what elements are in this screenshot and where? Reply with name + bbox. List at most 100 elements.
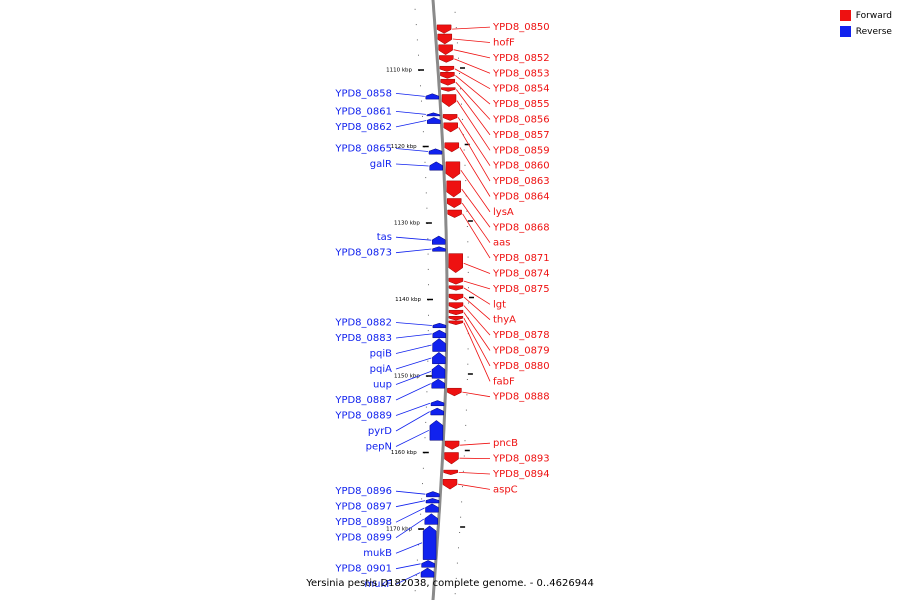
forward-gene-label[interactable]: YPD8_0863 (492, 176, 550, 187)
forward-gene-glyph[interactable] (448, 316, 464, 321)
reverse-gene-label[interactable]: YPD8_0858 (334, 88, 392, 99)
reverse-gene-label[interactable]: pqiB (370, 349, 392, 360)
reverse-gene-label[interactable]: YPD8_0887 (334, 395, 392, 406)
forward-gene-glyph[interactable] (446, 198, 462, 208)
forward-gene-glyph[interactable] (441, 94, 457, 108)
reverse-gene-glyph[interactable] (427, 117, 441, 124)
reverse-gene-glyph[interactable] (426, 491, 440, 498)
forward-gene-glyph[interactable] (448, 320, 464, 325)
reverse-gene-glyph[interactable] (425, 498, 440, 504)
reverse-gene-glyph[interactable] (432, 351, 446, 365)
reverse-gene-glyph[interactable] (432, 246, 446, 252)
forward-gene-label[interactable]: YPD8_0857 (492, 130, 550, 141)
forward-gene-label[interactable]: hofF (493, 38, 515, 49)
reverse-gene-glyph[interactable] (431, 364, 446, 379)
forward-gene-label[interactable]: pncB (493, 438, 518, 449)
forward-gene-glyph[interactable] (448, 293, 464, 301)
reverse-gene-label[interactable]: YPD8_0896 (334, 486, 392, 497)
reverse-gene-label[interactable]: mukB (363, 548, 392, 559)
reverse-gene-label[interactable]: tas (377, 232, 392, 243)
forward-gene-label[interactable]: YPD8_0860 (492, 161, 550, 172)
reverse-gene-label[interactable]: YPD8_0865 (334, 144, 392, 155)
reverse-gene-label[interactable]: YPD8_0861 (334, 106, 392, 117)
forward-gene-label[interactable]: YPD8_0868 (492, 222, 550, 233)
reverse-gene-glyph[interactable] (425, 503, 439, 513)
reverse-gene-label[interactable]: YPD8_0882 (334, 318, 392, 329)
reverse-gene-label[interactable]: uup (373, 380, 392, 391)
forward-gene-label[interactable]: lysA (493, 207, 514, 218)
forward-gene-glyph[interactable] (448, 253, 463, 274)
forward-gene-label[interactable]: YPD8_0850 (492, 22, 550, 33)
reverse-gene-glyph[interactable] (432, 322, 447, 329)
forward-gene-label[interactable]: YPD8_0853 (492, 68, 550, 79)
forward-gene-glyph[interactable] (436, 24, 452, 34)
reverse-gene-glyph[interactable] (426, 112, 441, 117)
reverse-gene-glyph[interactable] (428, 148, 443, 155)
forward-gene-glyph[interactable] (447, 387, 462, 397)
forward-gene-glyph[interactable] (446, 180, 461, 198)
forward-gene-label[interactable]: aspC (493, 484, 518, 495)
reverse-gene-label[interactable]: pyrD (368, 426, 392, 437)
forward-gene-glyph[interactable] (442, 479, 458, 490)
forward-gene-glyph[interactable] (448, 277, 464, 285)
forward-gene-label[interactable]: YPD8_0856 (492, 115, 550, 126)
forward-gene-label[interactable]: fabF (493, 376, 515, 387)
forward-gene-label[interactable]: YPD8_0875 (492, 284, 550, 295)
reverse-gene-glyph[interactable] (422, 525, 437, 560)
reverse-gene-glyph[interactable] (421, 560, 435, 568)
reverse-gene-glyph[interactable] (425, 93, 440, 100)
reverse-gene-label[interactable]: pepN (366, 442, 392, 453)
forward-gene-glyph[interactable] (444, 452, 459, 465)
reverse-gene-label[interactable]: YPD8_0899 (334, 533, 392, 544)
reverse-gene-glyph[interactable] (424, 513, 439, 525)
reverse-gene-glyph[interactable] (420, 567, 435, 578)
forward-gene-label[interactable]: aas (493, 238, 510, 249)
forward-gene-label[interactable]: YPD8_0859 (492, 145, 550, 156)
reverse-gene-label[interactable]: YPD8_0873 (334, 248, 392, 259)
reverse-gene-glyph[interactable] (429, 161, 443, 171)
forward-gene-label[interactable]: YPD8_0864 (492, 192, 550, 203)
reverse-gene-label[interactable]: YPD8_0883 (334, 333, 392, 344)
forward-gene-label[interactable]: YPD8_0854 (492, 84, 550, 95)
reverse-gene-label[interactable]: pqiA (370, 364, 392, 375)
reverse-gene-glyph[interactable] (430, 407, 444, 416)
forward-gene-glyph[interactable] (447, 209, 462, 218)
reverse-gene-label[interactable]: YPD8_0862 (334, 122, 392, 133)
reverse-gene-glyph[interactable] (431, 378, 445, 389)
reverse-gene-label[interactable]: mukF (364, 579, 392, 590)
forward-gene-glyph[interactable] (445, 161, 461, 179)
reverse-gene-glyph[interactable] (429, 420, 444, 441)
forward-gene-label[interactable]: lgt (493, 299, 506, 310)
forward-gene-label[interactable]: thyA (493, 315, 516, 326)
reverse-gene-glyph[interactable] (432, 338, 446, 352)
forward-gene-glyph[interactable] (448, 309, 464, 316)
forward-gene-label[interactable]: YPD8_0894 (492, 469, 550, 480)
reverse-gene-glyph[interactable] (432, 235, 446, 245)
forward-gene-label[interactable]: YPD8_0880 (492, 361, 550, 372)
forward-gene-glyph[interactable] (441, 87, 456, 92)
forward-gene-glyph[interactable] (440, 72, 455, 79)
forward-gene-glyph[interactable] (444, 440, 460, 450)
reverse-gene-label[interactable]: YPD8_0897 (334, 502, 392, 513)
reverse-gene-glyph[interactable] (432, 329, 447, 339)
reverse-gene-label[interactable]: YPD8_0898 (334, 517, 392, 528)
forward-gene-glyph[interactable] (443, 122, 458, 133)
forward-gene-label[interactable]: YPD8_0874 (492, 269, 550, 280)
reverse-gene-label[interactable]: YPD8_0889 (334, 411, 392, 422)
forward-gene-glyph[interactable] (439, 55, 454, 63)
forward-gene-glyph[interactable] (444, 142, 460, 153)
forward-gene-glyph[interactable] (439, 65, 455, 72)
forward-gene-label[interactable]: YPD8_0878 (492, 330, 550, 341)
forward-gene-glyph[interactable] (448, 302, 464, 309)
forward-gene-label[interactable]: YPD8_0888 (492, 392, 550, 403)
reverse-gene-glyph[interactable] (430, 400, 445, 407)
forward-gene-glyph[interactable] (443, 469, 458, 475)
reverse-gene-label[interactable]: galR (370, 159, 392, 170)
forward-gene-glyph[interactable] (438, 44, 453, 55)
forward-gene-label[interactable]: YPD8_0855 (492, 99, 550, 110)
forward-gene-glyph[interactable] (437, 33, 453, 45)
reverse-gene-label[interactable]: YPD8_0901 (334, 564, 392, 575)
forward-gene-label[interactable]: YPD8_0871 (492, 253, 550, 264)
forward-gene-label[interactable]: YPD8_0852 (492, 53, 550, 64)
forward-gene-glyph[interactable] (442, 114, 458, 121)
